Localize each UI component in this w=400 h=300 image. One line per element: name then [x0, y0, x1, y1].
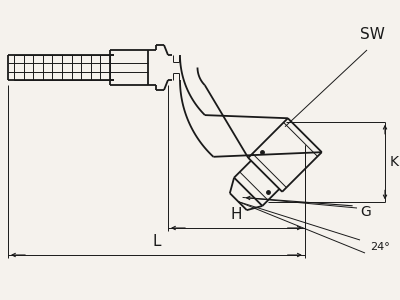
- Text: G: G: [360, 205, 371, 219]
- Text: SW: SW: [360, 27, 384, 42]
- Text: K: K: [390, 155, 399, 169]
- Text: 24°: 24°: [370, 242, 390, 252]
- Text: H: H: [231, 207, 242, 222]
- Text: L: L: [152, 234, 161, 249]
